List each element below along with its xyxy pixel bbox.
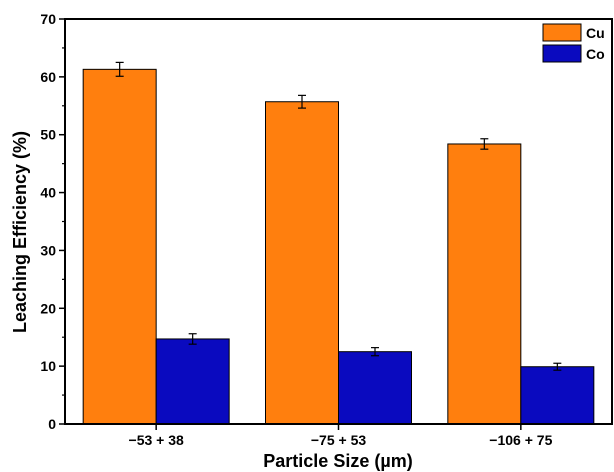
y-tick-label-5: 50 [40, 127, 56, 143]
y-tick-label-4: 40 [40, 185, 56, 201]
y-tick-label-0: 0 [48, 416, 56, 432]
legend: Cu Co [542, 23, 605, 63]
x-axis-title: Particle Size (µm) [263, 451, 412, 471]
bar-co-0 [155, 338, 230, 425]
bar-cu-0 [82, 68, 157, 425]
error-bar-cu-1 [298, 94, 306, 109]
bar-cu-2 [447, 143, 522, 425]
y-tick-label-1: 10 [40, 358, 56, 374]
y-axis-title: Leaching Efficiency (%) [10, 131, 30, 333]
x-tick-label-1: −75 + 53 [311, 432, 366, 448]
bar-co-2 [520, 366, 595, 425]
legend-swatch-co [542, 44, 582, 63]
plot-area: −53 + 38 −75 + 53 −106 + 75 0 10 20 30 40 50 60 70… [40, 11, 613, 448]
error-bar-co-2 [553, 362, 562, 371]
y-tick-label-3: 30 [40, 242, 56, 258]
legend-label-cu: Cu [586, 25, 605, 41]
legend-swatch-cu [542, 23, 582, 42]
y-tick-label-6: 60 [40, 69, 56, 85]
bar-co-1 [338, 351, 412, 425]
x-tick-label-2: −106 + 75 [489, 432, 552, 448]
y-tick-label-7: 70 [40, 11, 56, 27]
x-tick-label-0: −53 + 38 [129, 432, 184, 448]
error-bar-cu-0 [115, 61, 124, 77]
y-tick-label-2: 20 [40, 300, 56, 316]
error-bar-co-1 [371, 347, 379, 357]
legend-label-co: Co [586, 46, 605, 62]
error-bar-cu-2 [480, 138, 489, 150]
error-bar-co-0 [188, 333, 197, 345]
bar-cu-1 [265, 101, 339, 425]
plot-frame [64, 18, 613, 425]
